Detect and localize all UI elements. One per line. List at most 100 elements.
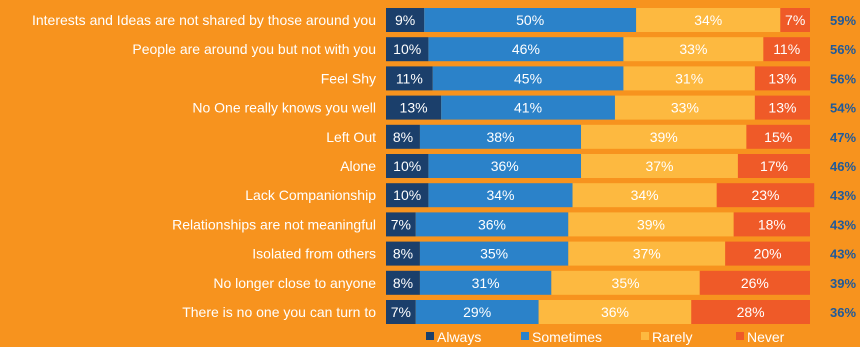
data-label-always: 8% <box>393 275 413 291</box>
category-label: No longer close to anyone <box>213 275 376 291</box>
data-label-rarely: 39% <box>637 216 665 232</box>
bar-rarely <box>568 212 734 237</box>
legend-swatch-always <box>426 332 434 340</box>
data-label-rarely: 33% <box>671 100 699 116</box>
bar-sometimes <box>419 270 552 295</box>
total-label: 46% <box>830 159 856 174</box>
total-label: 39% <box>830 276 856 291</box>
legend-label-sometimes: Sometimes <box>532 329 602 345</box>
bar-sometimes <box>419 241 569 266</box>
data-label-always: 8% <box>393 246 413 262</box>
data-label-never: 28% <box>737 304 765 320</box>
data-label-rarely: 31% <box>675 70 703 86</box>
bar-never <box>737 154 810 178</box>
data-label-sometimes: 41% <box>514 100 542 116</box>
bar-rarely <box>636 8 781 32</box>
bar-rarely <box>572 183 717 208</box>
category-label: Feel Shy <box>321 70 376 86</box>
bar-always <box>386 124 420 149</box>
bar-rarely <box>623 37 764 62</box>
bar-always <box>386 66 433 91</box>
data-label-sometimes: 31% <box>472 275 500 291</box>
legend-swatch-rarely <box>641 332 649 340</box>
total-label: 47% <box>830 130 856 145</box>
bar-sometimes <box>415 212 569 237</box>
bar-sometimes <box>428 37 624 62</box>
legend-label-never: Never <box>747 329 785 345</box>
bar-never <box>780 8 810 32</box>
data-label-sometimes: 36% <box>478 216 506 232</box>
category-label: Isolated from others <box>252 246 376 262</box>
category-label: Interests and Ideas are not shared by th… <box>32 12 376 28</box>
data-label-never: 26% <box>741 275 769 291</box>
bar-rarely <box>551 270 700 295</box>
bar-sometimes <box>424 8 637 32</box>
bar-rarely <box>568 241 726 266</box>
bar-rarely <box>614 95 755 120</box>
data-label-never: 23% <box>751 187 779 203</box>
data-label-never: 17% <box>760 158 788 174</box>
data-label-always: 13% <box>400 100 428 116</box>
total-label: 56% <box>830 42 856 57</box>
bar-rarely <box>581 124 747 149</box>
bar-sometimes <box>428 183 573 208</box>
data-label-always: 7% <box>391 304 411 320</box>
bar-never <box>754 95 810 120</box>
bar-rarely <box>623 66 755 91</box>
data-label-rarely: 34% <box>631 187 659 203</box>
data-label-never: 18% <box>758 216 786 232</box>
data-label-always: 7% <box>391 216 411 232</box>
bar-never <box>691 300 810 324</box>
data-label-always: 9% <box>395 12 415 28</box>
data-label-sometimes: 45% <box>514 70 542 86</box>
bar-always <box>386 8 425 32</box>
data-label-always: 10% <box>393 158 421 174</box>
total-label: 43% <box>830 217 856 232</box>
data-label-sometimes: 50% <box>516 12 544 28</box>
legend-swatch-never <box>736 332 744 340</box>
bar-never <box>733 212 810 237</box>
total-label: 36% <box>830 305 856 320</box>
data-label-rarely: 36% <box>601 304 629 320</box>
bar-never <box>763 37 810 62</box>
legend-label-always: Always <box>437 329 481 345</box>
data-label-sometimes: 46% <box>512 41 540 57</box>
data-label-sometimes: 29% <box>463 304 491 320</box>
bar-always <box>386 212 416 237</box>
bar-never <box>716 183 815 208</box>
category-label: Alone <box>340 158 376 174</box>
data-label-rarely: 33% <box>679 41 707 57</box>
bar-always <box>386 183 429 208</box>
total-label: 43% <box>830 247 856 262</box>
data-label-rarely: 39% <box>650 129 678 145</box>
bar-sometimes <box>428 154 582 178</box>
data-label-sometimes: 38% <box>486 129 514 145</box>
total-label: 43% <box>830 188 856 203</box>
bar-always <box>386 37 429 62</box>
category-label: No One really knows you well <box>192 100 376 116</box>
bar-rarely <box>538 300 692 324</box>
data-label-sometimes: 36% <box>491 158 519 174</box>
category-label: Lack Companionship <box>245 187 376 203</box>
bar-sometimes <box>415 300 539 324</box>
data-label-always: 10% <box>393 187 421 203</box>
bar-never <box>699 270 810 295</box>
bar-always <box>386 270 420 295</box>
data-label-never: 15% <box>764 129 792 145</box>
data-label-never: 13% <box>768 100 796 116</box>
data-label-rarely: 35% <box>612 275 640 291</box>
bar-always <box>386 241 420 266</box>
data-label-never: 13% <box>768 70 796 86</box>
total-label: 56% <box>830 71 856 86</box>
category-label: There is no one you can turn to <box>182 304 376 320</box>
data-label-always: 8% <box>393 129 413 145</box>
bar-never <box>754 66 810 91</box>
bar-rarely <box>581 154 738 178</box>
bar-never <box>746 124 810 149</box>
data-label-sometimes: 35% <box>480 246 508 262</box>
bar-sometimes <box>432 66 624 91</box>
data-label-rarely: 37% <box>645 158 673 174</box>
data-label-never: 7% <box>785 12 805 28</box>
data-label-rarely: 34% <box>694 12 722 28</box>
